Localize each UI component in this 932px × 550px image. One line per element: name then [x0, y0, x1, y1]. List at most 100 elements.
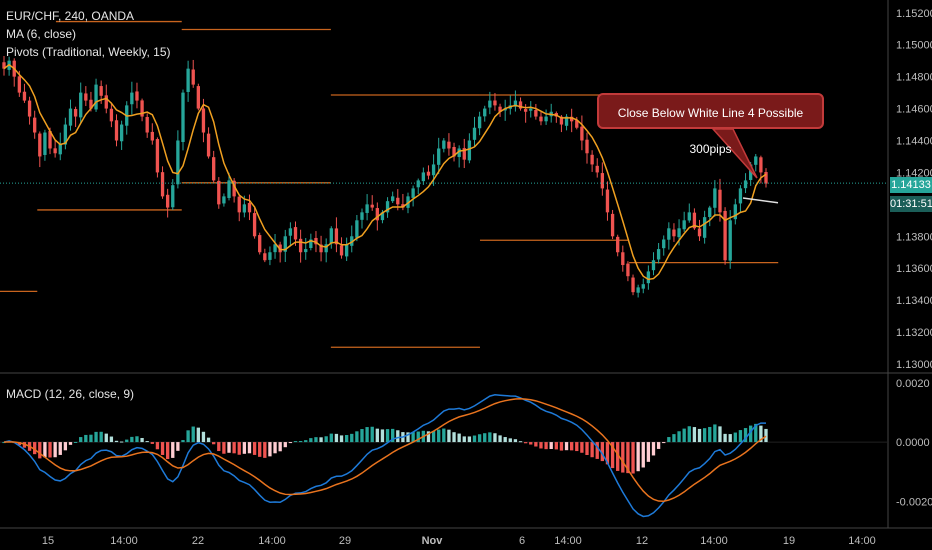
- macd-histogram-bar: [411, 432, 415, 443]
- candle-body: [68, 108, 73, 126]
- macd-histogram-bar: [416, 431, 420, 443]
- candle-body: [324, 244, 328, 253]
- candle-body: [135, 91, 139, 101]
- macd-histogram-bar: [360, 429, 364, 443]
- macd-histogram-bar: [702, 428, 707, 443]
- candle-body: [467, 140, 472, 161]
- macd-histogram-bar: [595, 442, 599, 459]
- macd-histogram-bar: [334, 433, 339, 443]
- candle-body: [585, 139, 589, 154]
- countdown-tag: 01:31:51: [890, 196, 932, 212]
- candle-body: [339, 245, 344, 256]
- ma-legend[interactable]: MA (6, close): [6, 27, 77, 41]
- price-tick-label: 1.14800: [896, 72, 932, 84]
- macd-histogram-bar: [109, 436, 114, 443]
- candle-body: [319, 244, 323, 253]
- candle-body: [196, 86, 200, 109]
- macd-histogram-bar: [718, 426, 722, 443]
- candle-body: [421, 172, 426, 182]
- candle-body: [232, 180, 236, 197]
- last-price-tag: 1.14133: [890, 177, 932, 193]
- macd-histogram-bar: [564, 442, 569, 451]
- candle-body: [391, 196, 395, 202]
- macd-histogram-bar: [447, 429, 451, 443]
- candle-body: [33, 117, 37, 133]
- macd-histogram-bar: [2, 442, 6, 444]
- candle-body: [636, 287, 640, 293]
- macd-histogram-bar: [63, 442, 68, 451]
- candle-body: [738, 188, 743, 204]
- candle-body: [748, 164, 753, 180]
- macd-histogram-bar: [53, 442, 57, 458]
- candle-body: [242, 204, 247, 213]
- annotation-callout[interactable]: Close Below White Line 4 Possible 300pip…: [597, 93, 824, 156]
- price-tick-label: 1.13600: [896, 263, 932, 275]
- time-tick-label: 29: [339, 535, 351, 547]
- macd-histogram-bar: [605, 442, 610, 465]
- macd-histogram-bar: [319, 437, 323, 443]
- macd-tick-label: -0.0020: [896, 496, 932, 508]
- macd-histogram-bar: [708, 426, 712, 443]
- macd-histogram-bar: [391, 428, 395, 443]
- candle-body: [401, 204, 405, 208]
- macd-histogram-bar: [759, 425, 763, 443]
- macd-histogram-bar: [621, 442, 625, 473]
- candle-body: [498, 106, 502, 112]
- candle-body: [350, 236, 354, 246]
- macd-histogram-bar: [263, 442, 267, 458]
- macd-histogram-bar: [626, 442, 630, 474]
- macd-histogram-bar: [165, 442, 170, 460]
- candle-body: [646, 271, 651, 284]
- macd-histogram-bar: [43, 442, 47, 458]
- candle-body: [564, 116, 569, 126]
- callout-pointer: [711, 128, 758, 179]
- candle-body: [600, 173, 605, 189]
- macd-histogram-bar: [523, 442, 528, 444]
- macd-histogram-bar: [518, 441, 523, 443]
- macd-histogram-bar: [222, 442, 226, 454]
- candle-body: [334, 228, 339, 245]
- macd-histogram-bar: [99, 431, 103, 443]
- macd-histogram-bar: [73, 441, 78, 443]
- candle-body: [590, 154, 594, 165]
- time-tick-label: 14:00: [110, 535, 138, 547]
- time-tick-label: Nov: [422, 535, 444, 547]
- macd-histogram-bar: [728, 434, 732, 443]
- macd-legend[interactable]: MACD (12, 26, close, 9): [6, 385, 134, 403]
- candle-body: [677, 228, 681, 238]
- macd-histogram-bar: [457, 433, 461, 443]
- candle-body: [370, 204, 374, 208]
- macd-histogram-bar: [697, 428, 702, 443]
- macd-histogram-bar: [554, 442, 558, 450]
- macd-tick-label: 0.0000: [896, 437, 930, 449]
- candle-body: [621, 252, 625, 266]
- candle-body: [237, 196, 241, 213]
- pivots-legend[interactable]: Pivots (Traditional, Weekly, 15): [6, 45, 171, 59]
- macd-histogram-bar: [196, 427, 200, 443]
- macd-histogram-bar: [232, 442, 236, 454]
- macd-histogram-bar: [641, 442, 645, 468]
- candle-body: [344, 244, 349, 257]
- macd-histogram-bar: [155, 442, 160, 450]
- macd-histogram-bar: [534, 442, 538, 447]
- candle-body: [462, 148, 466, 160]
- candle-body: [472, 127, 477, 140]
- candle-body: [483, 108, 487, 117]
- price-tick-label: 1.13000: [896, 359, 932, 371]
- candle-body: [53, 148, 57, 154]
- time-tick-label: 14:00: [700, 535, 728, 547]
- candle-body: [73, 109, 78, 117]
- annotation-text: Close Below White Line 4 Possible 300pip…: [617, 106, 804, 156]
- macd-histogram-bar: [687, 426, 691, 443]
- candle-body: [702, 217, 707, 238]
- symbol-legend[interactable]: EUR/CHF, 240, OANDA: [6, 9, 135, 23]
- candle-body: [160, 172, 165, 197]
- macd-histogram-bar: [636, 442, 640, 472]
- macd-histogram-bar: [431, 430, 436, 443]
- candle-body: [247, 202, 252, 213]
- macd-histogram-bar: [682, 428, 686, 443]
- macd-histogram-bar: [667, 437, 671, 443]
- macd-histogram-bar: [575, 442, 579, 452]
- price-tick-label: 1.13400: [896, 295, 932, 307]
